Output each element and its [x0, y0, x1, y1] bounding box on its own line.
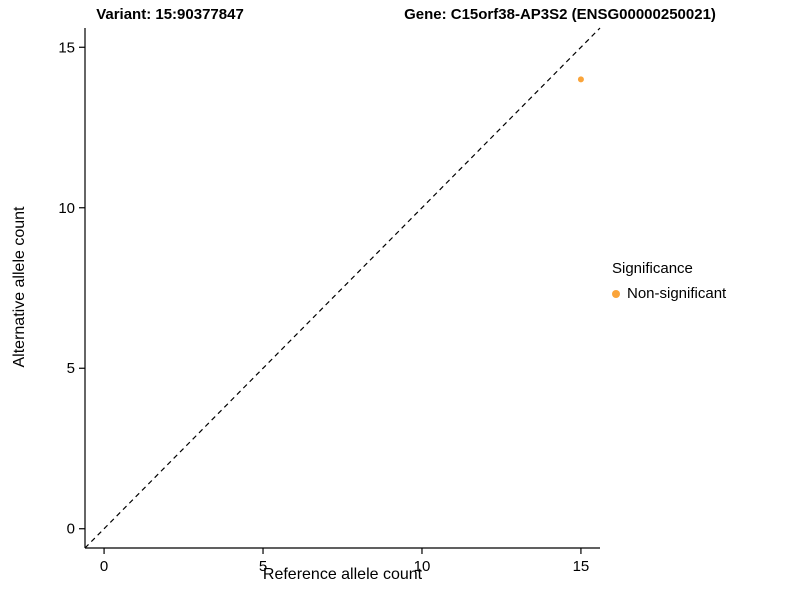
svg-text:5: 5: [259, 558, 267, 575]
gene-title: Gene: C15orf38-AP3S2 (ENSG00000250021): [404, 6, 716, 23]
x-axis-label: Reference allele count: [262, 566, 423, 583]
axes: 0 5 10 15 0 5 10 15: [58, 28, 600, 575]
svg-text:0: 0: [67, 521, 75, 538]
data-points: [577, 76, 584, 83]
svg-text:0: 0: [100, 558, 108, 575]
svg-text:15: 15: [573, 558, 590, 575]
legend-dot-icon: [612, 289, 620, 298]
legend: Significance Non-significant: [612, 260, 792, 302]
y-axis-label: Alternative allele count: [11, 206, 28, 368]
svg-text:5: 5: [67, 360, 75, 377]
legend-title: Significance: [612, 260, 693, 277]
svg-text:10: 10: [58, 200, 75, 217]
variant-title: Variant: 15:90377847: [96, 6, 244, 23]
legend-entry-label: Non-significant: [627, 285, 727, 302]
identity-line: [84, 27, 601, 549]
legend-entry: Non-significant: [612, 285, 792, 302]
svg-text:10: 10: [414, 558, 431, 575]
svg-text:15: 15: [58, 39, 75, 56]
